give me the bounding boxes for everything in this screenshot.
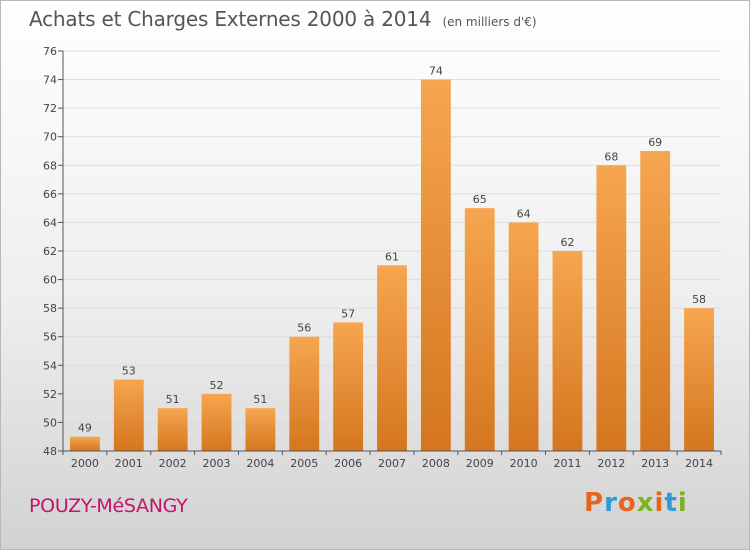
data-label: 52: [210, 379, 224, 392]
bar-2006: [333, 322, 364, 451]
data-label: 68: [604, 150, 618, 163]
data-label: 56: [297, 322, 311, 335]
bar-2010: [508, 222, 539, 451]
y-tick-label: 72: [43, 102, 57, 115]
unit-text: (en milliers d'€): [442, 15, 537, 29]
x-tick-label: 2009: [466, 457, 494, 470]
bar-2004: [245, 408, 276, 451]
bar-2005: [289, 336, 320, 451]
y-tick-label: 58: [43, 302, 57, 315]
x-tick-label: 2010: [510, 457, 538, 470]
y-tick-label: 56: [43, 331, 57, 344]
x-tick-label: 2014: [685, 457, 713, 470]
data-label: 53: [122, 365, 136, 378]
bar-2003: [201, 393, 232, 451]
data-label: 69: [648, 136, 662, 149]
bar-2008: [420, 79, 451, 452]
town-name: POUZY-MéSANGY: [29, 495, 188, 517]
bar-2002: [157, 408, 188, 451]
bar-2014: [684, 308, 714, 451]
brand-logo: Proxiti: [584, 488, 688, 518]
y-tick-label: 52: [43, 388, 57, 401]
y-tick-label: 68: [43, 159, 57, 172]
data-label: 74: [429, 65, 443, 78]
bar-2000: [70, 436, 100, 451]
y-tick-label: 50: [43, 416, 57, 429]
x-tick-label: 2011: [553, 457, 581, 470]
x-tick-label: 2002: [159, 457, 187, 470]
bar-2012: [596, 165, 627, 452]
y-tick-label: 64: [43, 216, 57, 229]
y-tick-label: 66: [43, 188, 57, 201]
x-tick-label: 2005: [290, 457, 318, 470]
x-tick-label: 2004: [246, 457, 274, 470]
y-tick-label: 74: [43, 74, 57, 87]
y-tick-label: 48: [43, 445, 57, 458]
y-tick-label: 54: [43, 359, 57, 372]
data-label: 65: [473, 193, 487, 206]
data-label: 64: [517, 207, 531, 220]
bar-2011: [552, 251, 583, 451]
x-tick-label: 2012: [597, 457, 625, 470]
data-label: 62: [560, 236, 574, 249]
y-tick-label: 76: [43, 45, 57, 58]
bar-2013: [640, 151, 671, 451]
x-tick-label: 2006: [334, 457, 362, 470]
y-tick-label: 62: [43, 245, 57, 258]
y-tick-label: 70: [43, 131, 57, 144]
bar-2007: [377, 265, 407, 451]
data-labels: 49 53 51 52 51 56 57 61 74 65 64 62 68 69 58: [78, 65, 706, 435]
bars: [70, 79, 714, 452]
data-label: 49: [78, 422, 92, 435]
title-text: Achats et Charges Externes 2000 à 2014: [29, 7, 432, 31]
data-label: 61: [385, 250, 399, 263]
x-tick-label: 2000: [71, 457, 99, 470]
x-tick-label: 2013: [641, 457, 669, 470]
x-tick-label: 2008: [422, 457, 450, 470]
x-tick-label: 2001: [115, 457, 143, 470]
data-label: 51: [166, 393, 180, 406]
x-tick-label: 2007: [378, 457, 406, 470]
x-tick-label: 2003: [203, 457, 231, 470]
chart-title: Achats et Charges Externes 2000 à 2014 (…: [29, 7, 537, 31]
bar-2001: [113, 379, 144, 451]
bar-2009: [464, 208, 495, 451]
y-tick-label: 60: [43, 274, 57, 287]
data-label: 58: [692, 293, 706, 306]
data-label: 57: [341, 307, 355, 320]
data-label: 51: [253, 393, 267, 406]
axes: 48 50 52 54 56 58 60 62 64 66 68 70 72 74 76 2000 2001 20…: [43, 45, 722, 470]
